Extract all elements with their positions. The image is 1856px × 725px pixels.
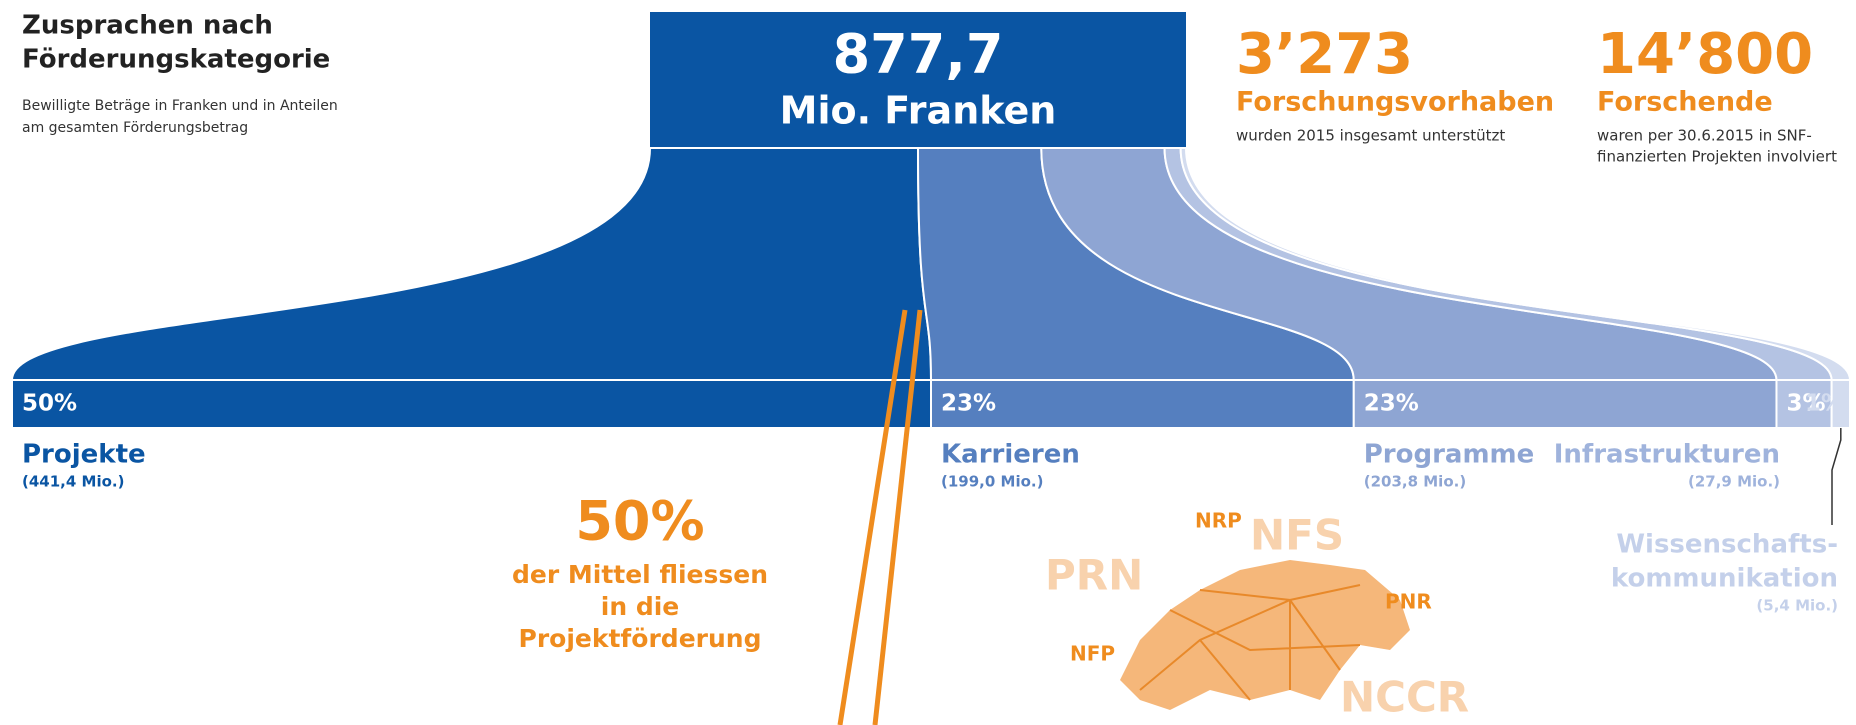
callout-text: Projektförderung xyxy=(519,624,762,653)
amount-label: (27,9 Mio.) xyxy=(1688,473,1780,491)
stat-label: Forschungsvorhaben xyxy=(1236,87,1554,118)
category-label: kommunikation xyxy=(1611,564,1838,594)
map-label: PNR xyxy=(1385,590,1432,614)
map-illustration xyxy=(1120,560,1410,710)
ladder-illustration xyxy=(837,309,923,725)
map-label: NFP xyxy=(1070,642,1115,666)
amount-label: (203,8 Mio.) xyxy=(1364,473,1466,491)
category-label: Infrastrukturen xyxy=(1554,440,1780,470)
stat-label: Forschende xyxy=(1597,87,1773,118)
title: Zusprachen nach xyxy=(22,11,273,41)
title: Förderungskategorie xyxy=(22,45,330,75)
map-label: NFS xyxy=(1250,511,1344,560)
subtitle: Bewilligte Beträge in Franken und in Ant… xyxy=(22,98,338,114)
category-label: Wissenschafts- xyxy=(1616,530,1838,560)
amount-label: (5,4 Mio.) xyxy=(1756,597,1838,615)
map-label: PRN xyxy=(1045,551,1143,600)
category-label: Projekte xyxy=(22,440,146,470)
value-label: 3% xyxy=(1786,391,1825,417)
value-label: 1% xyxy=(1805,391,1844,417)
stat-note: wurden 2015 insgesamt unterstützt xyxy=(1236,127,1505,145)
funnel xyxy=(10,147,933,381)
total-box xyxy=(650,12,1186,148)
total-unit: Mio. Franken xyxy=(780,89,1057,133)
callout-value: 50% xyxy=(575,490,704,553)
map-network xyxy=(1139,584,1361,701)
value-label: 23% xyxy=(1364,391,1419,417)
bar-segment xyxy=(11,379,932,429)
category-label: Programme xyxy=(1364,440,1535,470)
amount-label: (199,0 Mio.) xyxy=(941,473,1043,491)
value-label: 23% xyxy=(941,391,996,417)
stat-value: 3’273 xyxy=(1236,22,1413,87)
map-label: NCCR xyxy=(1340,673,1469,722)
stat-note: finanzierten Projekten involviert xyxy=(1597,148,1837,166)
amount-label: (441,4 Mio.) xyxy=(22,473,124,491)
category-label: Karrieren xyxy=(941,440,1080,470)
subtitle: am gesamten Förderungsbetrag xyxy=(22,120,248,136)
value-label: 50% xyxy=(22,391,77,417)
stat-note: waren per 30.6.2015 in SNF- xyxy=(1597,127,1812,145)
leader-line xyxy=(1831,428,1842,525)
callout-text: der Mittel fliessen xyxy=(512,560,768,589)
map-label: NRP xyxy=(1195,509,1242,533)
stat-value: 14’800 xyxy=(1597,22,1813,87)
callout-text: in die xyxy=(601,592,680,621)
map-shape xyxy=(1120,560,1410,710)
total-value: 877,7 xyxy=(833,23,1004,86)
bar-segment xyxy=(930,379,1355,429)
